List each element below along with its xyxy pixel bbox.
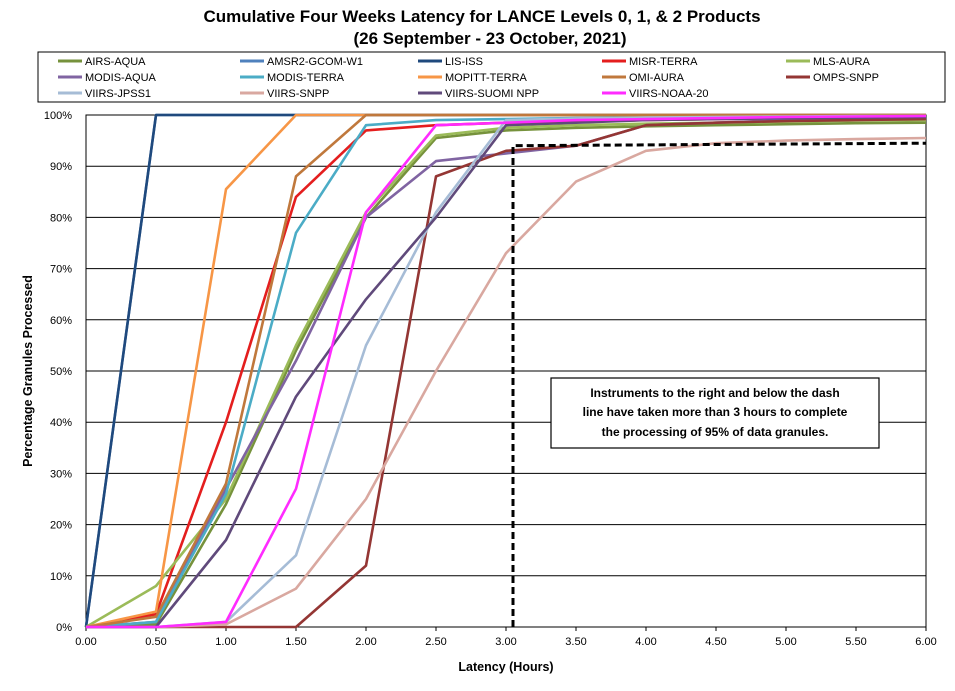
x-tick-label: 2.50	[425, 636, 446, 648]
series-line-airs-aqua	[85, 121, 927, 629]
series-line-omps-snpp	[86, 117, 927, 629]
annotation-line-2: line have taken more than 3 hours to com…	[583, 405, 848, 419]
y-tick-label: 30%	[50, 468, 72, 480]
legend-label: AIRS-AQUA	[85, 56, 146, 68]
x-tick-label: 0.50	[145, 636, 166, 648]
legend-label: LIS-ISS	[445, 56, 483, 68]
y-tick-label: 50%	[50, 366, 72, 378]
legend-label: VIIRS-SNPP	[267, 88, 329, 100]
legend-label: AMSR2-GCOM-W1	[267, 56, 363, 68]
legend-label: VIIRS-SUOMI NPP	[445, 88, 539, 100]
legend-label: MLS-AURA	[813, 56, 871, 68]
y-tick-label: 40%	[50, 417, 72, 429]
y-tick-label: 10%	[50, 571, 72, 583]
x-tick-label: 4.00	[635, 636, 656, 648]
legend-label: MODIS-AQUA	[85, 72, 157, 84]
legend: AIRS-AQUA AMSR2-GCOM-W1 LIS-ISS MISR-TERRA M…	[58, 56, 879, 100]
y-axis-ticks: 0% 10% 20% 30% 40% 50% 60% 70% 80% 90% 100%	[44, 110, 72, 634]
series-line-omi-aura	[85, 113, 926, 629]
annotation-box	[550, 377, 880, 449]
x-tick-label: 3.50	[565, 636, 586, 648]
x-tick-label: 2.00	[355, 636, 376, 648]
x-axis-label: Latency (Hours)	[458, 660, 553, 674]
y-tick-label: 20%	[50, 520, 72, 532]
x-tick-label: 4.50	[705, 636, 726, 648]
x-tick-label: 1.50	[285, 636, 306, 648]
legend-label: OMI-AURA	[629, 72, 685, 84]
legend-label: MISR-TERRA	[629, 56, 698, 68]
x-tick-label: 3.00	[495, 636, 516, 648]
series-lines	[84, 113, 927, 629]
chart-title: Cumulative Four Weeks Latency for LANCE …	[203, 7, 760, 26]
x-tick-label: 6.00	[915, 636, 936, 648]
y-tick-label: 80%	[50, 212, 72, 224]
legend-label: MOPITT-TERRA	[445, 72, 528, 84]
legend-label: OMPS-SNPP	[813, 72, 879, 84]
series-line-viirs-noaa-20	[86, 114, 927, 629]
x-tick-label: 5.50	[845, 636, 866, 648]
x-tick-label: 1.00	[215, 636, 236, 648]
x-tick-label: 0.00	[75, 636, 96, 648]
y-tick-label: 90%	[50, 161, 72, 173]
annotation-line-3: the processing of 95% of data granules.	[602, 425, 829, 439]
series-line-viirs-snpp	[86, 136, 927, 629]
y-axis-label: Percentage Granules Processed	[21, 275, 35, 467]
legend-label: MODIS-TERRA	[267, 72, 345, 84]
annotation-line-1: Instruments to the right and below the d…	[590, 386, 839, 400]
legend-label: VIIRS-NOAA-20	[629, 88, 708, 100]
y-tick-label: 0%	[56, 622, 72, 634]
x-tick-label: 5.00	[775, 636, 796, 648]
legend-label: VIIRS-JPSS1	[85, 88, 151, 100]
y-tick-label: 70%	[50, 264, 72, 276]
chart-subtitle: (26 September - 23 October, 2021)	[353, 29, 626, 48]
x-axis-ticks: 0.00 0.50 1.00 1.50 2.00 2.50 3.00 3.50 4.00 4.50…	[75, 627, 937, 648]
threshold-dashed-line	[511, 141, 927, 627]
threshold-line	[511, 141, 927, 627]
y-tick-label: 100%	[44, 110, 72, 122]
y-tick-label: 60%	[50, 315, 72, 327]
grid-lines	[86, 165, 926, 577]
